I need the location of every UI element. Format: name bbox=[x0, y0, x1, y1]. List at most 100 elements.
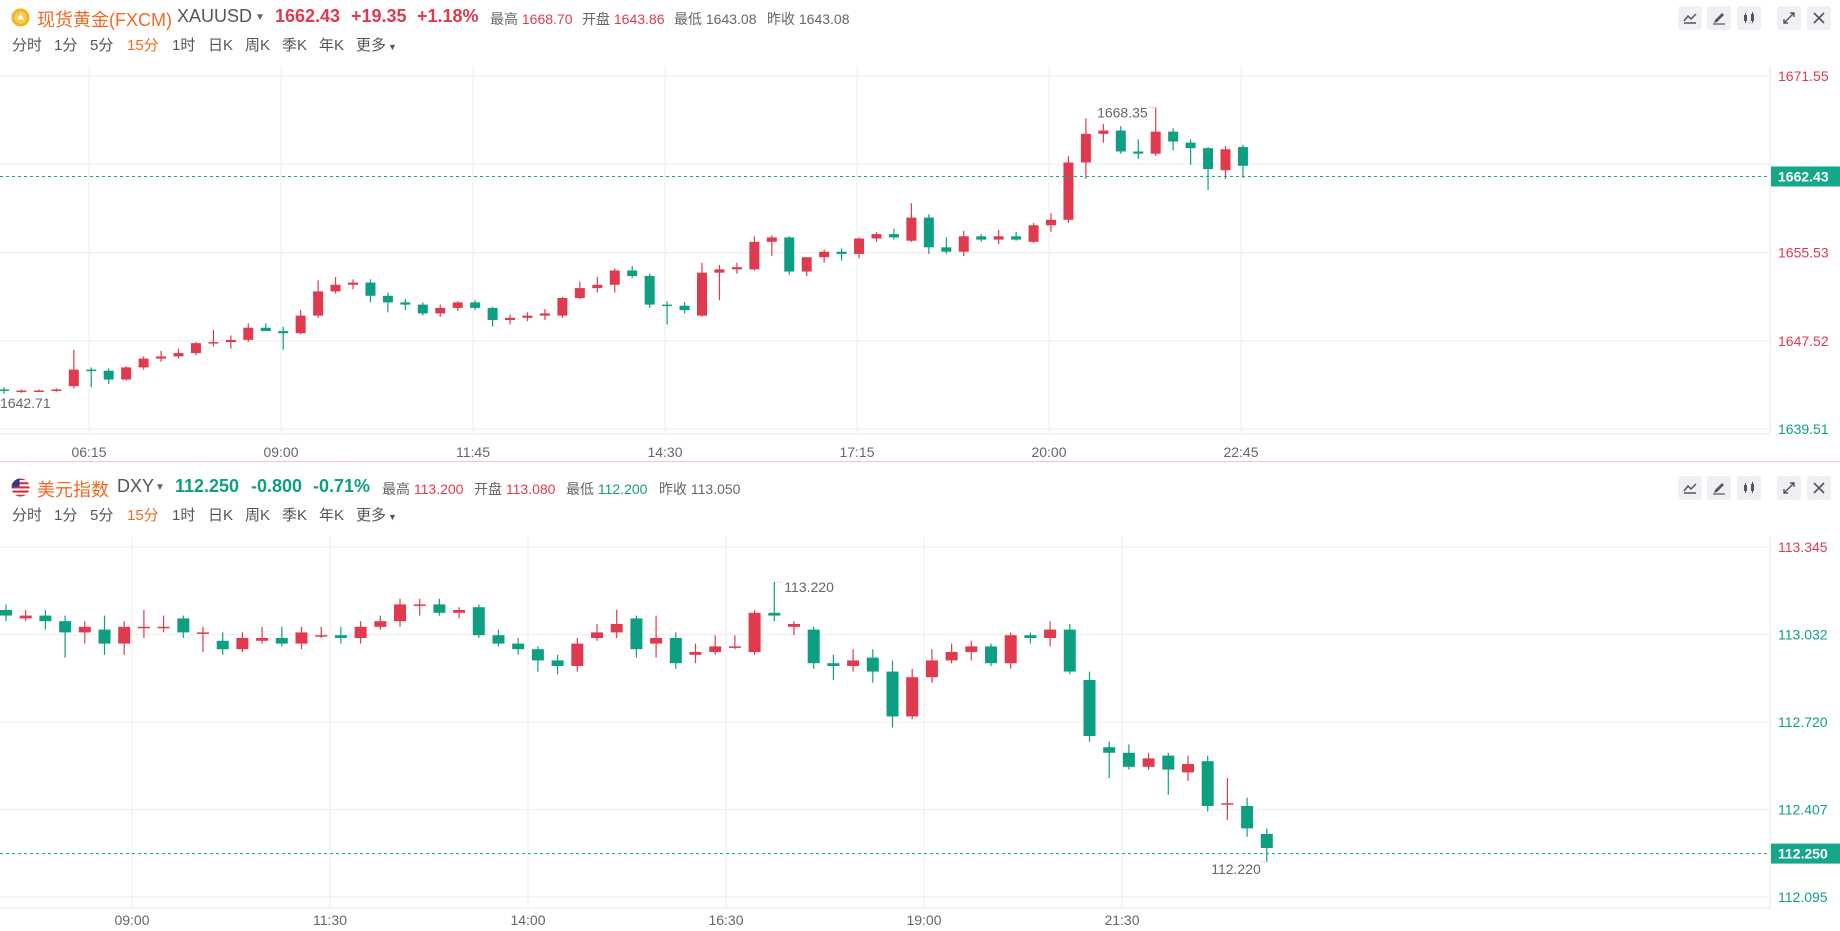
tab-year[interactable]: 年K bbox=[319, 507, 345, 524]
candle-body bbox=[59, 621, 72, 633]
low-stat: 最低 112.200 bbox=[566, 481, 648, 497]
price-change-percent: -0.71% bbox=[313, 476, 371, 496]
chevron-down-icon[interactable]: ▼ bbox=[155, 482, 165, 493]
indicator-tool-button[interactable] bbox=[1678, 6, 1702, 30]
tab-day[interactable]: 日K bbox=[208, 37, 234, 54]
tab-week[interactable]: 周K bbox=[245, 37, 271, 54]
candle-body bbox=[260, 327, 271, 332]
candle-body bbox=[714, 269, 725, 273]
candle-body bbox=[522, 315, 533, 318]
price-change: -0.800 bbox=[251, 476, 303, 496]
candle-body bbox=[39, 615, 52, 622]
tab-5min[interactable]: 5分 bbox=[90, 37, 114, 54]
candle-body bbox=[1122, 752, 1135, 767]
candle-body bbox=[854, 238, 865, 254]
candle-body bbox=[886, 671, 899, 717]
candle-body bbox=[697, 272, 707, 316]
candle-body bbox=[801, 257, 812, 272]
candle-body bbox=[382, 295, 393, 303]
high-stat: 最高 1668.70 bbox=[490, 11, 573, 27]
chart-type-button[interactable] bbox=[1737, 476, 1761, 500]
tab-15min[interactable]: 15分 bbox=[127, 507, 159, 524]
expand-button[interactable] bbox=[1777, 476, 1801, 500]
close-button[interactable] bbox=[1807, 6, 1831, 30]
candle-body bbox=[0, 610, 12, 616]
tab-quarter[interactable]: 季K bbox=[282, 37, 308, 54]
panel-divider[interactable] bbox=[0, 461, 1840, 462]
candle-body bbox=[330, 284, 341, 292]
min-price-label: 1642.71 bbox=[0, 395, 51, 411]
dxy-candlestick-chart[interactable]: 113.345 113.032 112.720 112.407 112.095 09:00… bbox=[0, 470, 1840, 931]
instrument-name[interactable]: 现货黄金(FXCM) bbox=[37, 10, 172, 30]
candle-body bbox=[993, 236, 1004, 240]
expand-button[interactable] bbox=[1777, 6, 1801, 30]
instrument-name[interactable]: 美元指数 bbox=[37, 480, 109, 500]
tab-more[interactable]: 更多 ▼ bbox=[356, 507, 397, 524]
candle-body bbox=[958, 236, 969, 252]
candle-body bbox=[51, 389, 62, 391]
candle-body bbox=[574, 288, 585, 299]
candle-body bbox=[1044, 629, 1057, 638]
pencil-icon bbox=[1713, 13, 1725, 25]
candle-body bbox=[315, 635, 328, 637]
candle-body bbox=[731, 267, 742, 270]
dxy-header: 美元指数 DXY ▼ 112.250 -0.800 -0.71% 最高 113.… bbox=[0, 470, 1840, 500]
candle-body bbox=[591, 632, 603, 638]
candle-body bbox=[1220, 149, 1231, 171]
candle-body bbox=[492, 635, 505, 644]
candle-body bbox=[557, 298, 568, 316]
candle-body bbox=[1185, 142, 1196, 149]
tab-more[interactable]: 更多 ▼ bbox=[356, 37, 397, 54]
tab-week[interactable]: 周K bbox=[245, 507, 271, 524]
tab-timeline[interactable]: 分时 bbox=[12, 507, 43, 524]
candle-body bbox=[433, 604, 446, 613]
candle-body bbox=[592, 284, 603, 289]
candle-body bbox=[452, 302, 463, 308]
tab-5min[interactable]: 5分 bbox=[90, 507, 114, 524]
candle-body bbox=[866, 657, 879, 672]
candle-body bbox=[417, 304, 428, 314]
tab-day[interactable]: 日K bbox=[208, 507, 234, 524]
candle-body bbox=[68, 369, 79, 387]
tab-1hour[interactable]: 1时 bbox=[172, 507, 196, 524]
candle-body bbox=[630, 618, 643, 650]
gold-candlestick-chart[interactable]: 1671.55 1655.53 1647.52 1639.51 06:15 09:00 11… bbox=[0, 0, 1840, 460]
candle-body bbox=[539, 313, 550, 316]
candle-body bbox=[662, 304, 673, 307]
candle-body bbox=[1024, 635, 1037, 638]
draw-tool-button[interactable] bbox=[1707, 6, 1731, 30]
tab-1min[interactable]: 1分 bbox=[54, 507, 78, 524]
last-price-tag bbox=[1771, 843, 1840, 864]
candle-body bbox=[313, 291, 324, 316]
candle-body bbox=[1150, 131, 1161, 154]
tab-15min[interactable]: 15分 bbox=[127, 37, 159, 54]
candle-body bbox=[819, 251, 830, 258]
candle-body bbox=[748, 612, 761, 652]
candle-body bbox=[1133, 151, 1144, 154]
x-tick-label: 22:45 bbox=[1223, 444, 1258, 460]
candle-body bbox=[925, 660, 938, 678]
symbol-selector[interactable]: XAUUSD bbox=[177, 6, 253, 26]
close-button[interactable] bbox=[1807, 476, 1831, 500]
tab-timeline[interactable]: 分时 bbox=[12, 37, 43, 54]
chevron-down-icon[interactable]: ▼ bbox=[255, 12, 265, 23]
tab-quarter[interactable]: 季K bbox=[282, 507, 308, 524]
candle-body bbox=[906, 677, 919, 717]
candle-body bbox=[103, 370, 114, 380]
draw-tool-button[interactable] bbox=[1707, 476, 1731, 500]
x-tick-label: 20:00 bbox=[1031, 444, 1066, 460]
tab-year[interactable]: 年K bbox=[319, 37, 345, 54]
candle-body bbox=[1004, 635, 1017, 664]
candle-body bbox=[836, 251, 847, 254]
chart-type-button[interactable] bbox=[1737, 6, 1761, 30]
tab-1hour[interactable]: 1时 bbox=[172, 37, 196, 54]
indicator-tool-button[interactable] bbox=[1678, 476, 1702, 500]
last-price-tag bbox=[1771, 166, 1840, 187]
candle-body bbox=[788, 624, 800, 627]
x-tick-label: 19:00 bbox=[906, 912, 941, 928]
x-tick-label: 14:30 bbox=[647, 444, 682, 460]
tab-1min[interactable]: 1分 bbox=[54, 37, 78, 54]
open-stat: 开盘 113.080 bbox=[474, 481, 556, 497]
symbol-selector[interactable]: DXY bbox=[117, 476, 155, 496]
expand-icon bbox=[1783, 12, 1795, 24]
